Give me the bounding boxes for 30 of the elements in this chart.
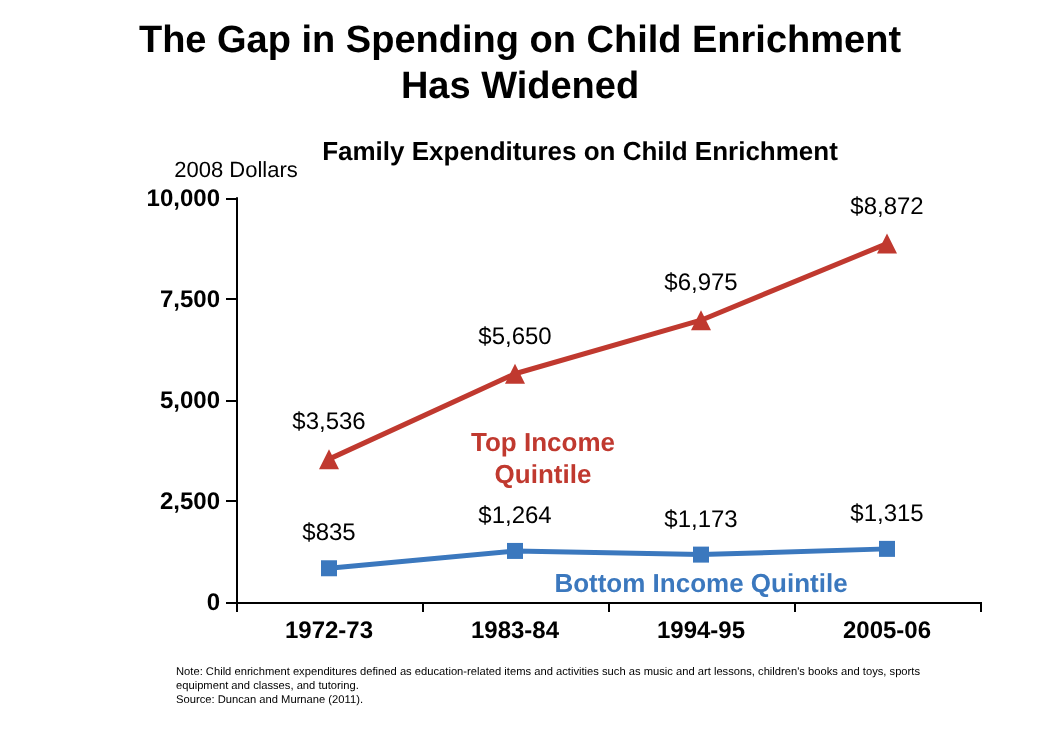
y-tick-label: 10,000 bbox=[146, 184, 221, 212]
chart-subtitle: Family Expenditures on Child Enrichment bbox=[322, 136, 840, 166]
point bbox=[877, 233, 897, 254]
data-label: $5,650 bbox=[478, 321, 553, 350]
y-tick-label: 7,500 bbox=[159, 285, 221, 313]
series-label: Bottom Income Quintile bbox=[554, 568, 848, 598]
x-tick-label: 1972-73 bbox=[284, 616, 374, 644]
point bbox=[693, 546, 709, 563]
y-axis-title: 2008 Dollars bbox=[174, 159, 299, 183]
x-tick-label: 2005-06 bbox=[842, 616, 932, 644]
point bbox=[505, 363, 525, 384]
y-tick-label: 2,500 bbox=[159, 487, 221, 515]
y-tick-label: 0 bbox=[206, 588, 221, 616]
data-label: $8,872 bbox=[850, 191, 925, 220]
data-label: $3,536 bbox=[292, 407, 367, 436]
chart-title: The Gap in Spending on Child Enrichment Has Widened bbox=[138, 20, 903, 108]
x-tick-label: 1983-84 bbox=[470, 616, 560, 644]
data-label: $835 bbox=[302, 518, 357, 547]
data-label: $6,975 bbox=[664, 268, 739, 297]
point bbox=[319, 449, 339, 470]
point bbox=[879, 540, 895, 557]
point bbox=[691, 310, 711, 331]
data-label: $1,173 bbox=[664, 504, 739, 533]
x-tick-label: 1994-95 bbox=[656, 616, 746, 644]
point bbox=[321, 560, 337, 577]
data-label: $1,315 bbox=[850, 498, 925, 527]
data-label: $1,264 bbox=[478, 500, 553, 529]
point bbox=[507, 542, 523, 559]
series-label: Top Income Quintile bbox=[471, 426, 615, 489]
y-tick-label: 5,000 bbox=[159, 386, 221, 414]
